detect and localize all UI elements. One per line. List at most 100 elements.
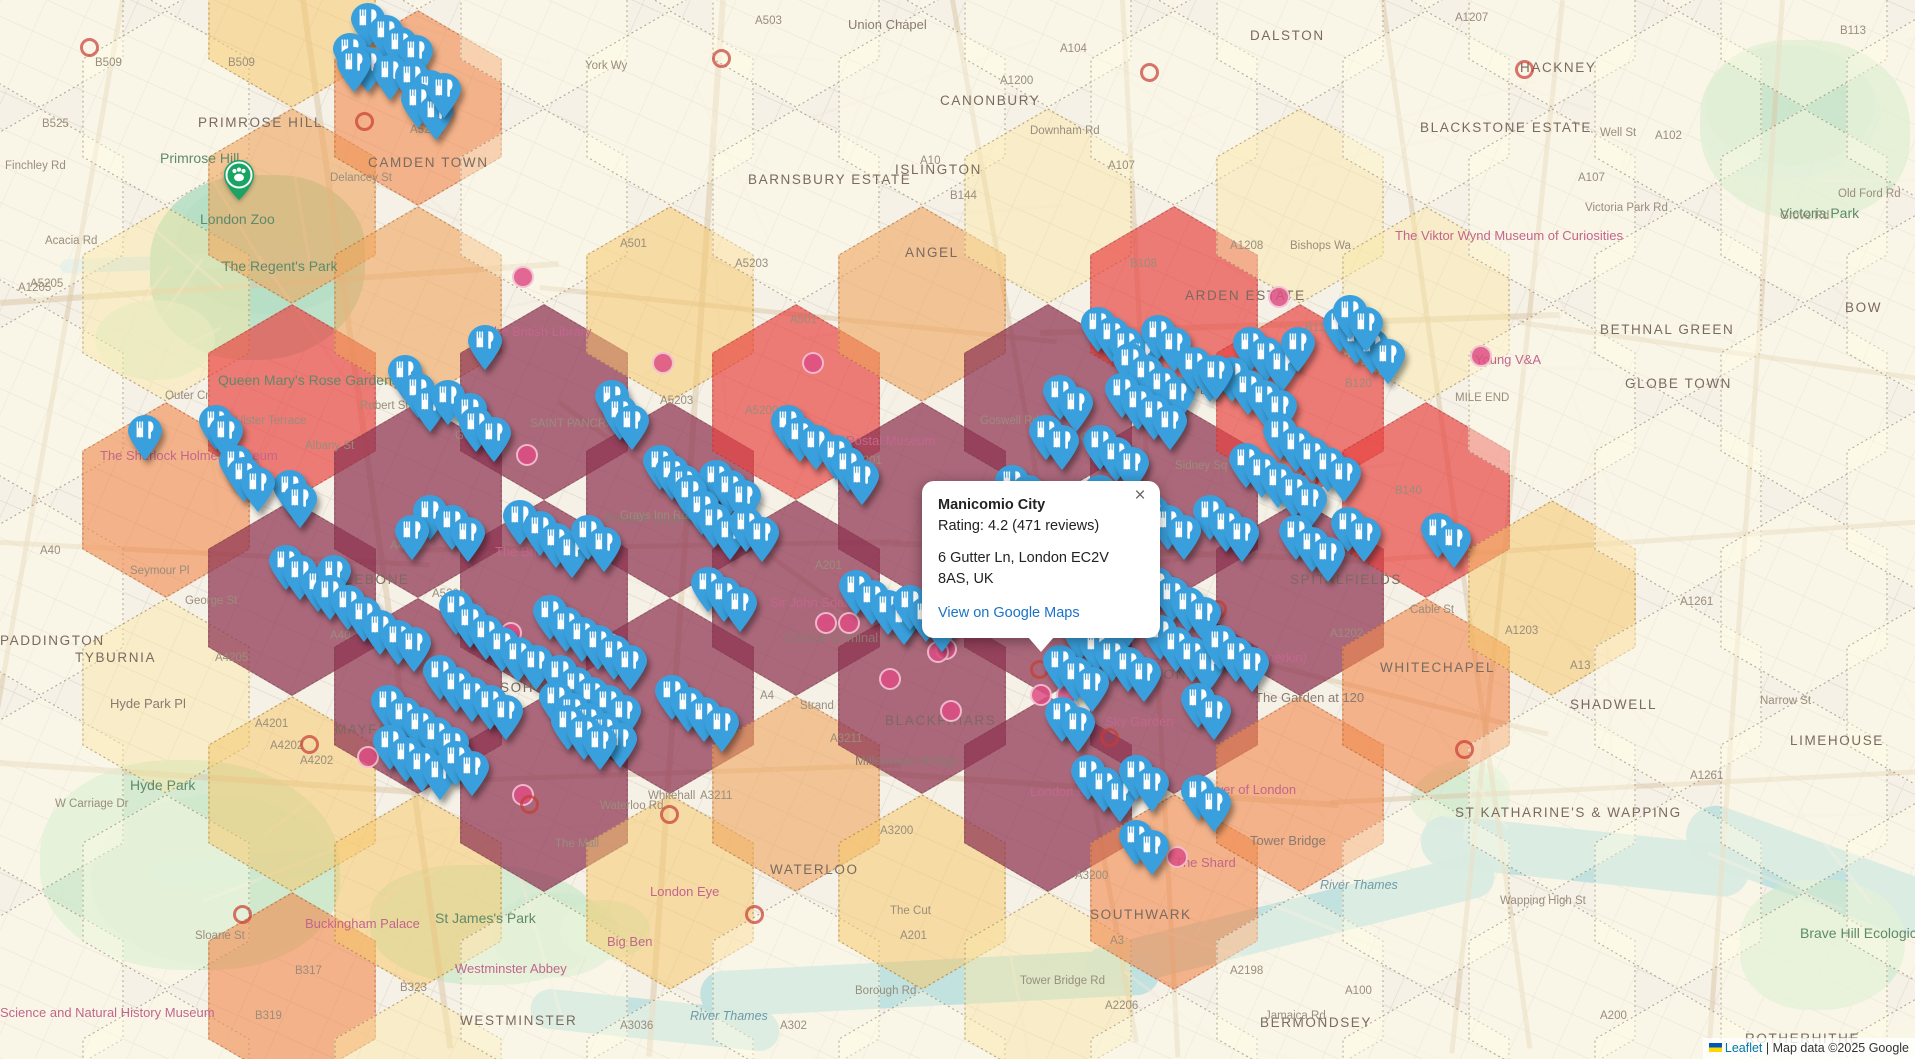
restaurant-marker[interactable]	[1235, 647, 1269, 692]
underground-roundel-icon	[300, 735, 319, 754]
restaurant-marker[interactable]	[1127, 657, 1161, 702]
restaurant-pin-icon	[1281, 327, 1315, 372]
restaurant-pin-icon	[1167, 515, 1201, 560]
restaurant-marker[interactable]	[723, 587, 757, 632]
restaurant-marker[interactable]	[477, 417, 511, 462]
restaurant-marker[interactable]	[1075, 667, 1109, 712]
poi-dot-icon[interactable]	[940, 700, 962, 722]
restaurant-marker[interactable]	[845, 460, 879, 505]
restaurant-marker[interactable]	[1225, 517, 1259, 562]
restaurant-marker[interactable]	[283, 483, 317, 528]
restaurant-pin-icon	[451, 517, 485, 562]
restaurant-pin-icon	[1061, 707, 1095, 752]
restaurant-marker[interactable]	[1327, 457, 1361, 502]
restaurant-marker[interactable]	[1437, 523, 1471, 568]
restaurant-marker[interactable]	[468, 325, 502, 370]
underground-roundel-icon	[80, 38, 99, 57]
restaurant-pin-icon	[583, 725, 617, 770]
restaurant-marker[interactable]	[705, 707, 739, 752]
restaurant-pin-icon	[337, 47, 371, 92]
restaurant-marker[interactable]	[337, 47, 371, 92]
restaurant-marker[interactable]	[1167, 515, 1201, 560]
restaurant-pin-icon	[1153, 405, 1187, 450]
restaurant-pin-icon	[1045, 425, 1079, 470]
poi-marker-london-zoo[interactable]	[224, 160, 254, 200]
restaurant-marker[interactable]	[427, 73, 461, 118]
restaurant-pin-icon	[395, 515, 429, 560]
restaurant-pin-icon	[587, 527, 621, 572]
map-canvas[interactable]: PRIMROSE HILL CAMDEN TOWN ISLINGTON DALSTON…	[0, 0, 1915, 1059]
restaurant-pin-icon	[1075, 667, 1109, 712]
restaurant-pin-icon	[723, 587, 757, 632]
underground-roundel-icon	[712, 49, 731, 68]
ukraine-flag-icon	[1709, 1043, 1722, 1052]
leaflet-link[interactable]: Leaflet	[1725, 1041, 1763, 1055]
popup-rating: Rating: 4.2 (471 reviews)	[938, 516, 1144, 537]
restaurant-marker[interactable]	[745, 517, 779, 562]
restaurant-marker[interactable]	[395, 515, 429, 560]
place-info-popup[interactable]: × Manicomio City Rating: 4.2 (471 review…	[922, 481, 1160, 638]
underground-roundel-icon	[233, 905, 252, 924]
popup-place-name: Manicomio City	[938, 495, 1144, 516]
poi-dot-icon[interactable]	[1166, 846, 1188, 868]
restaurant-marker[interactable]	[489, 695, 523, 740]
restaurant-marker[interactable]	[1061, 707, 1095, 752]
underground-roundel-icon	[1140, 63, 1159, 82]
restaurant-pin-icon	[1437, 523, 1471, 568]
restaurant-marker[interactable]	[1197, 787, 1231, 832]
restaurant-pin-icon	[468, 325, 502, 370]
restaurant-marker[interactable]	[1197, 695, 1231, 740]
underground-roundel-icon	[1455, 740, 1474, 759]
restaurant-pin-icon	[1327, 457, 1361, 502]
attribution-bar: Leaflet | Map data ©2025 Google	[1703, 1038, 1915, 1059]
poi-dot-icon[interactable]	[1268, 286, 1290, 308]
restaurant-marker[interactable]	[1281, 327, 1315, 372]
restaurant-pin-icon	[1197, 695, 1231, 740]
poi-dot-icon[interactable]	[652, 352, 674, 374]
restaurant-pin-icon	[1235, 647, 1269, 692]
poi-dot-icon[interactable]	[512, 266, 534, 288]
restaurant-marker[interactable]	[451, 517, 485, 562]
restaurant-pin-icon	[1197, 787, 1231, 832]
underground-roundel-icon	[520, 795, 539, 814]
restaurant-marker[interactable]	[615, 405, 649, 450]
restaurant-marker[interactable]	[583, 725, 617, 770]
restaurant-marker[interactable]	[1153, 405, 1187, 450]
restaurant-pin-icon	[283, 483, 317, 528]
restaurant-marker[interactable]	[613, 645, 647, 690]
underground-roundel-icon	[1515, 60, 1534, 79]
restaurant-marker[interactable]	[1045, 425, 1079, 470]
restaurant-marker[interactable]	[1199, 355, 1233, 400]
underground-roundel-icon	[660, 805, 679, 824]
close-icon[interactable]: ×	[1131, 487, 1149, 505]
popup-tail	[1028, 637, 1054, 652]
restaurant-pin-icon	[427, 73, 461, 118]
restaurant-pin-icon	[1225, 517, 1259, 562]
view-on-google-maps-link[interactable]: View on Google Maps	[938, 605, 1080, 621]
poi-dot-icon[interactable]	[516, 444, 538, 466]
restaurant-marker[interactable]	[1135, 767, 1169, 812]
restaurant-marker[interactable]	[1135, 830, 1169, 875]
poi-dot-icon[interactable]	[879, 668, 901, 690]
restaurant-pin-icon	[1127, 657, 1161, 702]
restaurant-pin-icon	[477, 417, 511, 462]
restaurant-pin-icon	[1311, 537, 1345, 582]
restaurant-pin-icon	[1135, 830, 1169, 875]
popup-address: 6 Gutter Ln, London EC2V 8AS, UK	[938, 548, 1144, 590]
restaurant-pin-icon	[489, 695, 523, 740]
restaurant-marker[interactable]	[128, 415, 162, 460]
restaurant-marker[interactable]	[1311, 537, 1345, 582]
restaurant-marker[interactable]	[241, 467, 275, 512]
paw-pin-icon	[224, 160, 254, 200]
restaurant-pin-icon	[615, 405, 649, 450]
restaurant-marker[interactable]	[587, 527, 621, 572]
poi-dot-icon[interactable]	[1470, 345, 1492, 367]
restaurant-marker[interactable]	[455, 751, 489, 796]
poi-dot-icon[interactable]	[802, 352, 824, 374]
poi-dot-icon[interactable]	[815, 612, 837, 634]
restaurant-marker[interactable]	[1349, 307, 1383, 352]
restaurant-marker[interactable]	[1347, 517, 1381, 562]
restaurant-pin-icon	[745, 517, 779, 562]
map-data-credit: Map data ©2025 Google	[1773, 1041, 1909, 1055]
restaurant-pin-icon	[613, 645, 647, 690]
